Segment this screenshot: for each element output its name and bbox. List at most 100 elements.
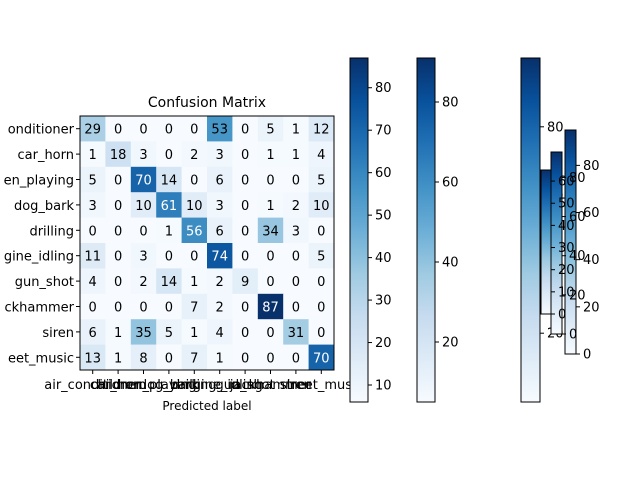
cell-value-label: 8: [139, 351, 147, 366]
row-tick-label: onditioner: [8, 123, 75, 138]
matrix-cell: [80, 243, 106, 269]
colorbar-tick-label: 30: [558, 241, 575, 256]
matrix-cell: [308, 319, 335, 345]
colorbar-tick-label: 0: [583, 348, 591, 363]
colorbar-tick-label: 60: [442, 176, 459, 191]
colorbar-tick-label: 80: [569, 171, 586, 186]
cell-value-label: 1: [190, 275, 198, 290]
cell-value-label: 70: [135, 174, 152, 189]
cell-value-label: 0: [317, 326, 325, 341]
colorbar-tick-label: 20: [583, 300, 600, 315]
colorbar-tick-label: 40: [583, 253, 600, 268]
matrix-frame: [79, 115, 335, 371]
colorbar-tick-label: 60: [583, 206, 600, 221]
matrix-cell: [283, 116, 309, 142]
cell-value-label: 34: [262, 224, 279, 239]
matrix-cell: [181, 217, 208, 244]
row-tick-label: en_playing: [4, 174, 74, 189]
matrix-cell: [181, 319, 208, 345]
matrix-cell: [80, 293, 106, 320]
colorbar-tick-label: 80: [442, 96, 459, 111]
matrix-cell: [130, 116, 157, 142]
matrix-cell: [181, 344, 208, 371]
cell-value-label: 5: [266, 123, 274, 138]
column-tick-labels: air_conditionercar_hornchildren_playingd…: [44, 370, 363, 393]
matrix-cell: [105, 116, 132, 142]
colorbar-tick-label: 40: [442, 256, 459, 271]
cell-value-label: 0: [241, 301, 249, 316]
cell-value-label: 1: [292, 148, 300, 163]
matrix-cell: [308, 116, 335, 142]
matrix-cell: [181, 293, 208, 320]
colorbar: 0 20 40 60 80: [564, 129, 600, 363]
cell-value-label: 1: [165, 224, 173, 239]
cell-value-label: 7: [190, 301, 198, 316]
matrix-cell: [257, 344, 284, 371]
row-tick-label: drilling: [29, 224, 74, 239]
matrix-cell: [207, 166, 233, 193]
matrix-cell: [105, 293, 132, 320]
cell-value-label: 0: [292, 301, 300, 316]
cell-value-label: 0: [139, 123, 147, 138]
cell-value-label: 0: [266, 250, 274, 265]
column-tick-label: jackhammer: [229, 378, 312, 393]
matrix-cell: [105, 217, 132, 244]
matrix-cell: [181, 192, 208, 218]
colorbar-tick-label: 60: [375, 166, 392, 181]
matrix-cell: [105, 268, 132, 295]
matrix-cell: [156, 192, 182, 218]
row-tick-label: gun_shot: [15, 275, 74, 290]
cell-value-label: 53: [211, 123, 228, 138]
matrix-cell: [80, 192, 106, 218]
matrix-cell: [232, 217, 259, 244]
cell-value-label: 35: [135, 326, 152, 341]
matrix-cell: [257, 116, 284, 142]
cell-value-label: 0: [241, 123, 249, 138]
column-tick-label: engine_idling: [176, 378, 262, 393]
matrix-cell: [105, 166, 132, 193]
colorbar-tick-label: 60: [569, 210, 586, 225]
matrix-cell: [207, 116, 233, 142]
matrix-cell: [283, 141, 309, 168]
chart-title: Confusion Matrix: [148, 95, 266, 111]
matrix-cell: [283, 268, 309, 295]
cell-value-label: 3: [89, 199, 97, 214]
cell-value-label: 74: [211, 250, 228, 265]
cell-value-label: 11: [84, 250, 101, 265]
cell-value-label: 0: [266, 351, 274, 366]
colorbar-tick-label: 60: [558, 175, 575, 190]
cell-value-label: 10: [186, 199, 203, 214]
cell-value-label: 61: [161, 199, 178, 214]
matrix-cell: [308, 268, 335, 295]
cell-value-label: 14: [161, 275, 178, 290]
matrix-cell: [308, 344, 335, 371]
cell-value-label: 29: [84, 123, 101, 138]
cell-value-label: 2: [139, 275, 147, 290]
row-tick-label: eet_music: [8, 351, 74, 366]
cell-value-label: 0: [241, 174, 249, 189]
matrix-cell: [308, 293, 335, 320]
cell-value-label: 4: [89, 275, 97, 290]
matrix-cell: [283, 344, 309, 371]
matrix-cell: [283, 243, 309, 269]
cell-value-label: 0: [114, 174, 122, 189]
colorbar-tick-label: 0: [558, 308, 566, 323]
cell-value-label: 0: [292, 250, 300, 265]
cell-value-label: 0: [165, 301, 173, 316]
column-tick-label: drilling: [172, 378, 217, 393]
cell-value-label: 0: [241, 250, 249, 265]
matrix-cell: [308, 166, 335, 193]
matrix-cell: [130, 141, 157, 168]
cell-value-label: 2: [216, 275, 224, 290]
colorbar: 20 40 60 80: [416, 57, 459, 403]
matrix-cell: [156, 116, 182, 142]
cell-value-label: 0: [317, 224, 325, 239]
cell-value-label: 5: [165, 326, 173, 341]
matrix-cell: [105, 319, 132, 345]
cell-value-label: 1: [266, 199, 274, 214]
matrix-cell: [80, 141, 106, 168]
column-tick-label: air_conditioner: [44, 378, 142, 393]
cell-value-label: 6: [89, 326, 97, 341]
colorbar: 0 10 20 30 40 50 60: [540, 169, 575, 323]
row-tick-labels: onditioner car_horn en_playing dog_barkdril…: [4, 123, 80, 366]
